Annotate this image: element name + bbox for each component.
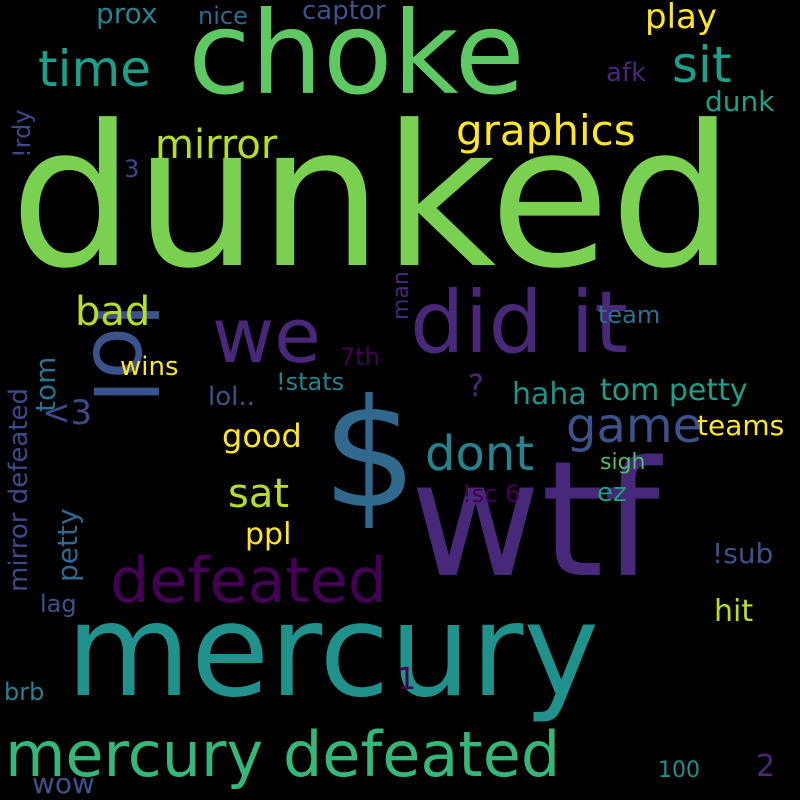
word-prox: prox — [96, 0, 158, 30]
word-captor: captor — [302, 0, 386, 26]
word-sub: !sub — [712, 537, 774, 570]
word-we: we — [212, 291, 321, 380]
word-mercury-defeated: mercury defeated — [5, 718, 561, 791]
word-bad: bad — [75, 289, 151, 335]
word-dunked: dunked — [10, 84, 735, 312]
word-choke: choke — [188, 0, 525, 120]
word-teams: teams — [697, 409, 785, 442]
word-mirror-defeated: mirror defeated — [4, 387, 34, 592]
word-tom-petty: tom petty — [600, 373, 748, 408]
word-wtf: wtf — [410, 426, 660, 613]
word-man: man — [389, 271, 414, 320]
word-rdy: !rdy — [8, 109, 36, 158]
word-wins: wins — [120, 352, 179, 382]
word-ppl: ppl — [245, 517, 292, 552]
word-good: good — [222, 417, 302, 455]
word-mercury: mercury — [66, 577, 600, 726]
word-3: 3 — [124, 155, 140, 183]
word-lol: lol.. — [208, 382, 255, 412]
word-hit: hit — [714, 594, 754, 629]
word-graphics: graphics — [456, 106, 636, 155]
word-dunk: dunk — [705, 85, 775, 118]
word-sat: sat — [228, 471, 290, 517]
word-haha: haha — [512, 377, 587, 412]
word-play: play — [645, 0, 717, 37]
word-nice: nice — [198, 2, 248, 30]
word-lag: lag — [40, 590, 77, 618]
word-: ? — [468, 369, 484, 404]
word-stats: !stats — [276, 368, 345, 396]
word-1: 1 — [397, 662, 417, 697]
word-7th: 7th — [340, 343, 380, 371]
word-brb: brb — [4, 678, 45, 706]
word-sc-6: !sc 6 — [462, 480, 521, 508]
word-100: 100 — [658, 758, 700, 783]
word-3: <3 — [42, 393, 93, 433]
word-time: time — [38, 40, 151, 98]
word-dont: dont — [425, 426, 535, 482]
word-team: team — [598, 301, 661, 329]
word-defeated: defeated — [110, 544, 388, 617]
word-sigh: sigh — [600, 450, 646, 475]
word-game: game — [566, 398, 703, 454]
word-sit: sit — [672, 36, 732, 94]
word-: $ — [322, 368, 418, 542]
word-mirror: mirror — [155, 122, 278, 168]
word-wow: wow — [32, 767, 95, 800]
word-afk: afk — [606, 58, 647, 88]
word-ez: ez — [597, 478, 627, 508]
word-did-it: did it — [410, 273, 629, 373]
word-petty: petty — [51, 508, 84, 582]
word-2: 2 — [756, 749, 776, 784]
